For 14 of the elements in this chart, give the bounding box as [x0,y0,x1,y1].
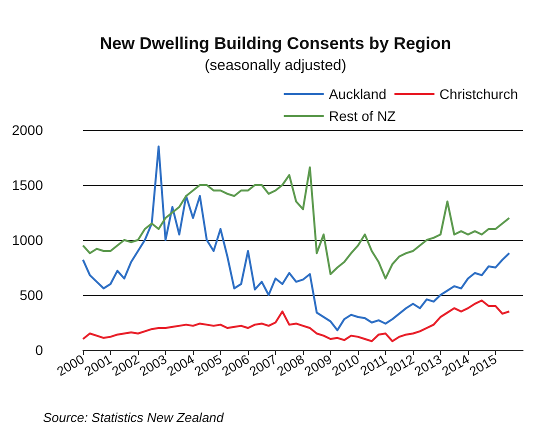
chart-title: New Dwelling Building Consents by Region [100,34,452,53]
y-tick-label: 500 [20,287,44,303]
legend-label: Auckland [328,86,386,102]
source-note: Source: Statistics New Zealand [43,410,224,425]
legend-label: Rest of NZ [328,108,396,124]
y-tick-label: 1000 [12,232,44,248]
line-series [82,166,510,280]
chart-subtitle: (seasonally adjusted) [204,57,346,74]
line-series [82,146,510,332]
line-series [82,300,510,342]
legend-label: Christchurch [439,86,518,102]
y-tick-label: 1500 [12,177,44,193]
y-tick-label: 2000 [12,122,44,138]
y-tick-label: 0 [35,342,44,358]
